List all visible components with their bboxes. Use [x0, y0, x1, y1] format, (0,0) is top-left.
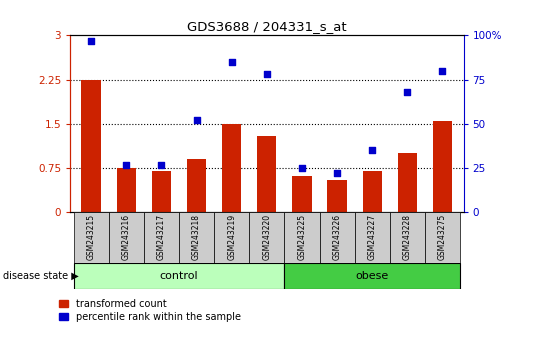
Text: GSM243220: GSM243220	[262, 214, 271, 260]
Bar	[152, 171, 171, 212]
Bar	[144, 212, 179, 264]
Bar	[398, 153, 417, 212]
Text: GSM243275: GSM243275	[438, 214, 447, 260]
Bar	[179, 212, 214, 264]
Bar	[425, 212, 460, 264]
Point	[122, 162, 130, 167]
Title: GDS3688 / 204331_s_at: GDS3688 / 204331_s_at	[187, 20, 347, 33]
Point	[262, 72, 271, 77]
Legend: transformed count, percentile rank within the sample: transformed count, percentile rank withi…	[59, 299, 241, 322]
Text: obese: obese	[356, 271, 389, 281]
Bar	[222, 124, 241, 212]
Point	[192, 118, 201, 123]
Point	[298, 165, 306, 171]
Point	[403, 89, 412, 95]
Text: disease state ▶: disease state ▶	[3, 270, 79, 280]
Text: GSM243219: GSM243219	[227, 214, 236, 260]
Bar	[116, 168, 136, 212]
Bar	[74, 263, 285, 289]
Bar	[187, 159, 206, 212]
Point	[157, 162, 165, 167]
Text: GSM243226: GSM243226	[333, 214, 342, 260]
Bar	[327, 180, 347, 212]
Point	[227, 59, 236, 65]
Text: GSM243217: GSM243217	[157, 214, 166, 260]
Point	[333, 171, 341, 176]
Bar	[390, 212, 425, 264]
Bar	[292, 176, 312, 212]
Bar	[81, 80, 101, 212]
Point	[368, 148, 377, 153]
Bar	[257, 136, 277, 212]
Bar	[355, 212, 390, 264]
Text: GSM243216: GSM243216	[122, 214, 131, 260]
Text: GSM243225: GSM243225	[298, 214, 307, 260]
Point	[87, 38, 95, 44]
Bar	[249, 212, 285, 264]
Bar	[320, 212, 355, 264]
Text: GSM243228: GSM243228	[403, 214, 412, 260]
Bar	[363, 171, 382, 212]
Point	[438, 68, 447, 74]
Bar	[74, 212, 109, 264]
Bar	[214, 212, 249, 264]
Bar	[285, 263, 460, 289]
Bar	[433, 121, 452, 212]
Text: GSM243215: GSM243215	[87, 214, 95, 260]
Bar	[109, 212, 144, 264]
Text: GSM243227: GSM243227	[368, 214, 377, 260]
Text: control: control	[160, 271, 198, 281]
Text: GSM243218: GSM243218	[192, 214, 201, 260]
Bar	[285, 212, 320, 264]
